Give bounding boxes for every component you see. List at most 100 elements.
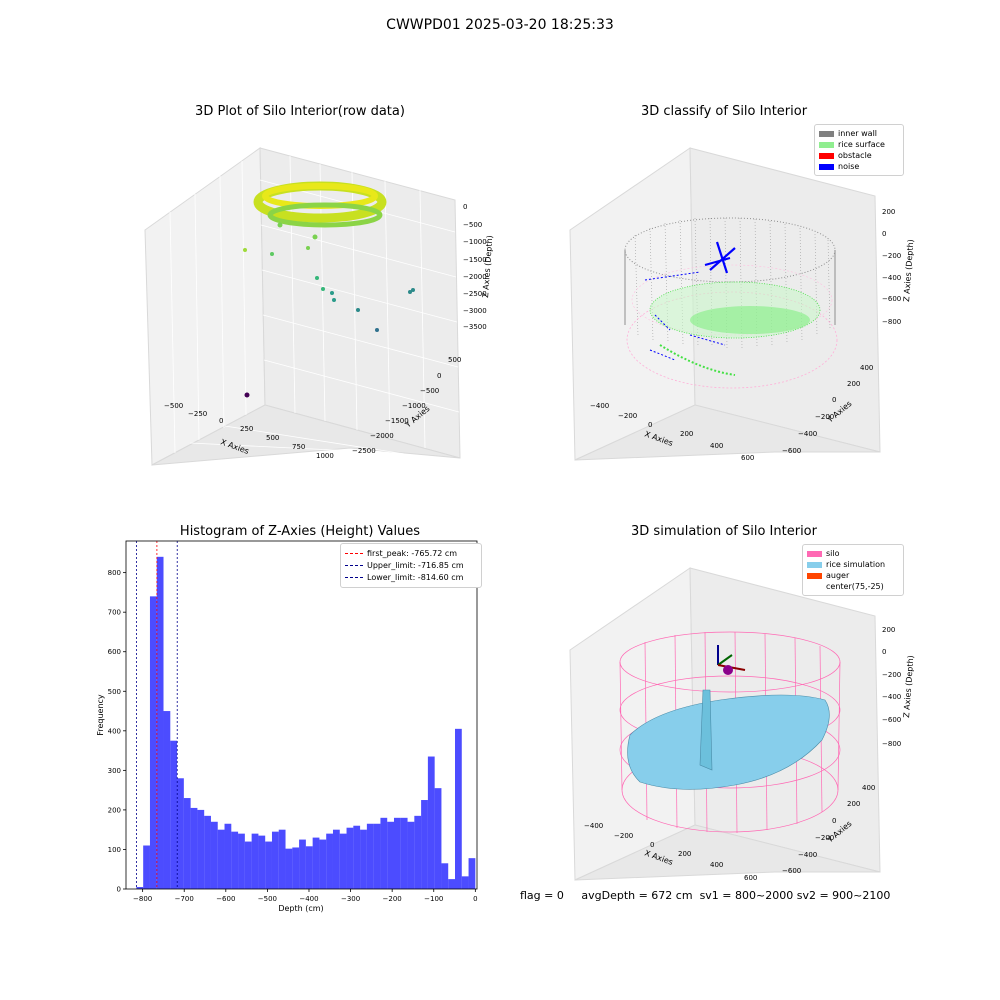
svg-text:0: 0 — [882, 230, 886, 238]
svg-text:250: 250 — [240, 425, 253, 433]
svg-text:200: 200 — [680, 430, 693, 438]
histogram-bar — [427, 756, 435, 889]
histogram-bar — [332, 829, 340, 889]
svg-text:200: 200 — [882, 208, 895, 216]
histogram-bar — [353, 825, 361, 889]
svg-text:0: 0 — [882, 648, 886, 656]
y-tick-label: 700 — [108, 609, 121, 617]
noise-cloud — [644, 241, 736, 361]
svg-text:−2500: −2500 — [352, 447, 376, 455]
histogram-title: Histogram of Z-Axies (Height) Values — [179, 524, 421, 539]
histogram-frame — [125, 540, 478, 890]
svg-text:0: 0 — [650, 841, 654, 849]
legend-line-swatch — [345, 577, 363, 578]
histogram-bar — [421, 800, 428, 889]
histogram-bar — [299, 839, 306, 889]
svg-text:0: 0 — [832, 817, 836, 825]
y-tick-label: 400 — [108, 727, 121, 735]
histogram-vlines — [136, 541, 178, 889]
legend-swatch — [807, 550, 822, 557]
svg-text:−1000: −1000 — [402, 402, 426, 410]
raw-3d-plot: −500 −250 0 250 500 750 1000 X Axies 500… — [144, 147, 494, 466]
svg-text:−400: −400 — [882, 693, 901, 701]
histogram-bar — [434, 788, 442, 889]
histogram-bar — [407, 821, 415, 889]
svg-text:600: 600 — [744, 874, 757, 882]
histogram-bar — [393, 817, 401, 889]
histogram-bar — [217, 829, 225, 889]
y-tick-label: 600 — [108, 648, 121, 656]
y-tick-label: 300 — [108, 767, 121, 775]
histogram-bar — [156, 556, 164, 889]
svg-text:−400: −400 — [590, 402, 609, 410]
svg-text:−1500: −1500 — [463, 256, 487, 264]
histogram-bar — [414, 815, 422, 889]
histogram-bar — [441, 863, 449, 889]
simulation-3d-plot: −400 −200 0 200 400 600 X Axies 400 200 … — [569, 567, 915, 882]
x-tick-label: −800 — [133, 895, 152, 903]
simulation-legend: silo rice simulation auger center(75,-25… — [802, 544, 904, 596]
histogram-bar — [360, 829, 367, 889]
classify-plot-title: 3D classify of Silo Interior — [640, 104, 808, 119]
y-tick-label: 800 — [108, 569, 121, 577]
histogram-bar — [380, 817, 388, 889]
svg-text:−800: −800 — [882, 740, 901, 748]
legend-item-center: center(75,-25) — [807, 582, 899, 591]
status-sv1: sv1 = 800~2000 — [699, 889, 794, 902]
histogram-bar — [366, 823, 374, 889]
x-tick-label: −300 — [341, 895, 360, 903]
svg-text:−200: −200 — [882, 671, 901, 679]
classify-3d-plot: −400 −200 0 200 400 600 X Axies 400 200 … — [569, 147, 915, 462]
svg-text:−200: −200 — [882, 252, 901, 260]
svg-text:−2500: −2500 — [463, 290, 487, 298]
legend-item-inner-wall: inner wall — [819, 129, 899, 138]
simulation-plot-title: 3D simulation of Silo Interior — [631, 524, 817, 539]
x-tick-label: 0 — [473, 895, 477, 903]
histogram-x-ticks: −800 −700 −600 −500 −400 −300 −200 −100 0 — [133, 889, 478, 903]
histogram-bar — [339, 833, 347, 889]
histogram-bar — [149, 596, 157, 889]
svg-text:400: 400 — [710, 861, 723, 869]
svg-text:0: 0 — [832, 396, 836, 404]
raw-point-cloud — [243, 181, 415, 398]
legend-swatch — [807, 584, 822, 590]
simulation-x-ticks: −400 −200 0 200 400 600 — [584, 822, 757, 882]
histogram-y-ticks: 0 100 200 300 400 500 600 700 800 — [108, 569, 126, 894]
legend-swatch — [819, 152, 834, 159]
histogram-bar — [136, 887, 144, 889]
histogram-chart: −800 −700 −600 −500 −400 −300 −200 −100 0 0 100 20… — [96, 540, 478, 913]
status-sv2: sv2 = 900~2100 — [796, 889, 891, 902]
histogram-bar — [177, 778, 184, 889]
histogram-bar — [183, 798, 191, 889]
x-tick-label: −600 — [216, 895, 235, 903]
svg-text:500: 500 — [266, 434, 279, 442]
legend-item-upper-limit: Upper_limit: -716.85 cm — [345, 561, 477, 570]
svg-text:500: 500 — [448, 356, 461, 364]
histogram-bar — [448, 879, 456, 889]
legend-swatch — [819, 163, 834, 170]
svg-text:200: 200 — [847, 380, 860, 388]
svg-text:−2000: −2000 — [370, 432, 394, 440]
svg-text:−500: −500 — [164, 402, 183, 410]
x-tick-label: −500 — [258, 895, 277, 903]
histogram-bar — [468, 858, 476, 889]
legend-item-rice-surface: rice surface — [819, 140, 899, 149]
rice-surface-cloud — [649, 281, 821, 376]
x-tick-label: −100 — [424, 895, 443, 903]
x-tick-label: −700 — [175, 895, 194, 903]
raw-y-ticks: 500 0 −500 −1000 −1500 −2000 −2500 — [352, 356, 461, 455]
status-avg-depth: avgDepth = 672 cm — [581, 889, 693, 902]
classify-legend: inner wall rice surface obstacle noise — [814, 124, 904, 176]
histogram-bar — [265, 841, 272, 889]
histogram-bar — [292, 847, 300, 889]
svg-text:0: 0 — [648, 421, 652, 429]
legend-item-auger: auger — [807, 571, 899, 580]
histogram-bar — [244, 841, 252, 889]
legend-item-noise: noise — [819, 162, 899, 171]
raw-plot-title: 3D Plot of Silo Interior(row data) — [195, 104, 405, 119]
svg-text:−200: −200 — [815, 834, 834, 842]
legend-swatch — [819, 130, 834, 137]
simulation-z-label: Z Axies (Depth) — [902, 655, 915, 718]
histogram-bar — [210, 821, 218, 889]
legend-item-silo: silo — [807, 549, 899, 558]
